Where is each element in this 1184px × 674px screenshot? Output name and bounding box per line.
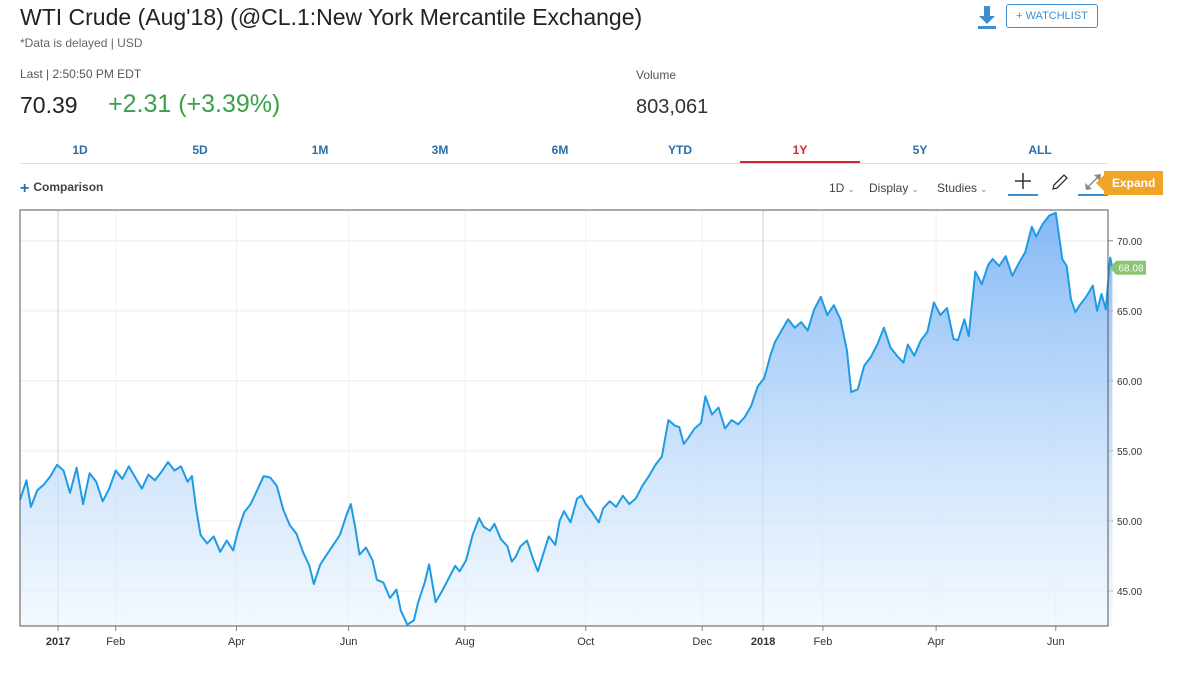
- y-tick-label: 65.00: [1117, 307, 1142, 318]
- display-dropdown[interactable]: Display ⌄: [869, 181, 919, 195]
- watchlist-button[interactable]: + WATCHLIST: [1006, 4, 1098, 28]
- price-chart: 45.00 50.00 55.00 60.00 65.00 70.00 2017 Feb Apr…: [19, 209, 1146, 648]
- plus-icon: +: [20, 180, 30, 197]
- pencil-icon[interactable]: [1044, 170, 1074, 194]
- tab-1y[interactable]: 1Y: [740, 141, 860, 163]
- expand-button[interactable]: Expand: [1095, 171, 1164, 195]
- x-tick-label: Oct: [577, 636, 594, 648]
- y-tick-label: 50.00: [1117, 517, 1142, 528]
- instrument-title: WTI Crude (Aug'18) (@CL.1:New York Merca…: [20, 4, 643, 30]
- volume-value: 803,061: [636, 96, 709, 118]
- chevron-down-icon: ⌄: [911, 184, 919, 194]
- y-tick-label: 55.00: [1117, 447, 1142, 458]
- display-label: Display: [869, 181, 909, 195]
- y-tick-label: 70.00: [1117, 237, 1142, 248]
- price-area: [20, 212, 1113, 627]
- range-tabs: 1D 5D 1M 3M 6M YTD 1Y 5Y ALL: [20, 141, 1108, 164]
- tab-1d[interactable]: 1D: [72, 143, 88, 157]
- y-tick-label: 60.00: [1117, 377, 1142, 388]
- tab-all[interactable]: ALL: [1028, 143, 1052, 157]
- last-price: 70.39: [20, 92, 78, 118]
- chevron-down-icon: ⌄: [847, 184, 855, 194]
- price-line: [19, 211, 1114, 626]
- x-tick-label: Dec: [692, 636, 712, 648]
- download-icon[interactable]: [976, 4, 998, 30]
- volume-label: Volume: [636, 68, 677, 82]
- last-value-badge-shape: [1110, 260, 1146, 275]
- comparison-label: Comparison: [33, 180, 104, 194]
- tab-5d[interactable]: 5D: [192, 143, 208, 157]
- tab-5y[interactable]: 5Y: [912, 143, 928, 157]
- x-tick-label: 2017: [46, 636, 70, 648]
- crosshair-icon[interactable]: [1008, 170, 1038, 196]
- x-tick-label: Feb: [813, 636, 832, 648]
- x-tick-label: Jun: [340, 636, 358, 648]
- interval-label: 1D: [829, 181, 845, 195]
- x-tick-label: Aug: [455, 636, 475, 648]
- x-tick-label: 2018: [751, 636, 775, 648]
- plot-frame: [19, 209, 1109, 627]
- tab-ytd[interactable]: YTD: [668, 143, 692, 157]
- tab-1m[interactable]: 1M: [311, 143, 329, 157]
- last-trade-label: Last | 2:50:50 PM EDT: [20, 67, 142, 81]
- x-tick-label: Jun: [1047, 636, 1065, 648]
- last-value-badge: 68.08: [1110, 260, 1146, 275]
- tab-3m[interactable]: 3M: [431, 143, 449, 157]
- tab-6m[interactable]: 6M: [551, 143, 569, 157]
- x-tick-label: Feb: [106, 636, 125, 648]
- y-tick-label: 45.00: [1117, 587, 1142, 598]
- data-delay-note: *Data is delayed | USD: [20, 36, 143, 50]
- price-change: +2.31 (+3.39%): [108, 90, 281, 118]
- chevron-down-icon: ⌄: [980, 184, 988, 194]
- x-tick-label: Apr: [228, 636, 245, 648]
- comparison-button[interactable]: + Comparison: [20, 180, 103, 198]
- studies-dropdown[interactable]: Studies ⌄: [937, 181, 988, 195]
- interval-dropdown[interactable]: 1D ⌄: [829, 181, 855, 195]
- x-tick-label: Apr: [928, 636, 945, 648]
- studies-label: Studies: [937, 181, 978, 195]
- last-value-label: 68.08: [1118, 264, 1143, 275]
